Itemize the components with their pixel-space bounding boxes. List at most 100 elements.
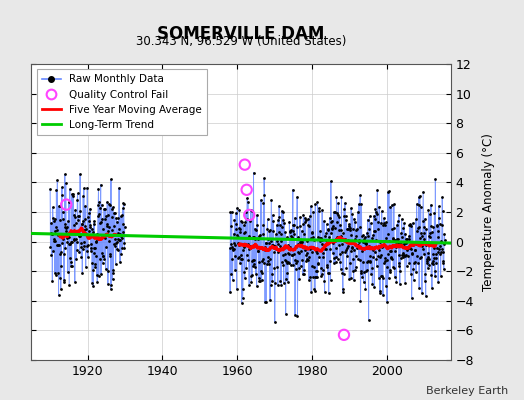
Point (270, 319, 279, 325)
Point (51, 270, 59, 276)
Point (383, 263, 391, 270)
Point (356, 298, 365, 304)
Point (408, 295, 416, 302)
Point (92, 272, 101, 278)
Point (337, 233, 345, 239)
Point (316, 238, 324, 244)
Point (252, 226, 260, 233)
Point (266, 297, 274, 304)
Point (326, 258, 334, 264)
Point (355, 239, 364, 245)
Point (237, 252, 246, 258)
Point (293, 312, 302, 319)
Point (262, 299, 270, 306)
Point (96, 256, 104, 262)
Point (370, 216, 379, 222)
Point (291, 266, 300, 273)
Point (80, 239, 89, 245)
Point (296, 223, 304, 230)
Point (393, 236, 401, 242)
Point (252, 243, 260, 249)
Point (440, 231, 449, 237)
Point (357, 232, 366, 239)
Point (291, 312, 299, 318)
Point (102, 266, 110, 273)
Point (118, 205, 127, 212)
Point (338, 270, 346, 276)
Point (321, 233, 329, 239)
Point (115, 185, 123, 191)
Point (308, 249, 316, 256)
Point (330, 255, 339, 261)
Point (338, 241, 346, 247)
Point (107, 282, 115, 288)
Point (417, 254, 425, 260)
Point (234, 254, 243, 260)
Point (50, 238, 59, 244)
Point (408, 250, 417, 256)
Point (105, 251, 114, 257)
Point (78, 221, 86, 228)
Point (403, 244, 412, 251)
Point (59, 216, 68, 222)
Point (437, 249, 445, 256)
Point (51, 228, 60, 234)
Point (272, 244, 280, 251)
Point (286, 228, 294, 234)
Point (284, 242, 292, 248)
Point (249, 169, 258, 176)
Point (117, 212, 126, 218)
Point (380, 258, 389, 264)
Point (290, 215, 299, 221)
Point (111, 243, 119, 249)
Point (113, 218, 121, 225)
Point (263, 226, 271, 232)
Point (426, 230, 434, 236)
Point (416, 192, 424, 199)
Point (272, 237, 281, 244)
Point (330, 260, 338, 266)
Point (350, 276, 358, 283)
Point (380, 220, 388, 226)
Point (97, 218, 105, 225)
Point (423, 265, 432, 271)
Point (318, 237, 326, 243)
Point (418, 290, 426, 296)
Point (247, 279, 256, 286)
Point (320, 218, 328, 224)
Point (385, 275, 393, 281)
Point (79, 193, 88, 199)
Point (394, 218, 402, 224)
Point (112, 240, 120, 246)
Point (290, 230, 299, 237)
Point (321, 237, 330, 244)
Point (438, 222, 446, 228)
Point (249, 263, 257, 270)
Point (55, 242, 63, 248)
Point (367, 265, 376, 271)
Point (382, 283, 390, 289)
Point (255, 275, 263, 282)
Point (328, 225, 336, 231)
Point (95, 272, 103, 279)
Point (354, 237, 363, 243)
Point (307, 203, 315, 209)
Point (58, 184, 66, 190)
Point (304, 222, 312, 228)
Point (274, 217, 282, 223)
Point (385, 248, 394, 254)
Point (325, 234, 333, 240)
Point (226, 209, 235, 216)
Point (108, 227, 116, 234)
Point (367, 271, 375, 277)
Point (389, 264, 397, 270)
Point (392, 241, 400, 248)
Point (339, 230, 347, 236)
Point (86, 205, 94, 212)
Point (357, 270, 365, 276)
Point (361, 245, 369, 252)
Point (390, 274, 399, 280)
Point (437, 238, 445, 244)
Point (279, 262, 288, 269)
Point (242, 209, 250, 216)
